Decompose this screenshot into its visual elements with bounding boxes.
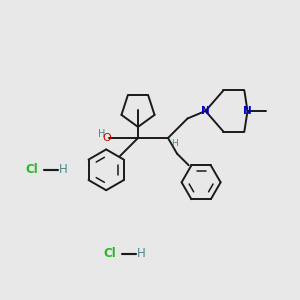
Text: Cl: Cl	[103, 247, 116, 260]
Text: N: N	[243, 106, 252, 116]
Text: H: H	[59, 163, 68, 176]
Text: N: N	[201, 106, 210, 116]
Text: O: O	[102, 133, 111, 143]
Text: H: H	[171, 139, 178, 148]
Text: Cl: Cl	[25, 163, 38, 176]
Text: H: H	[98, 129, 106, 140]
Text: H: H	[137, 247, 146, 260]
